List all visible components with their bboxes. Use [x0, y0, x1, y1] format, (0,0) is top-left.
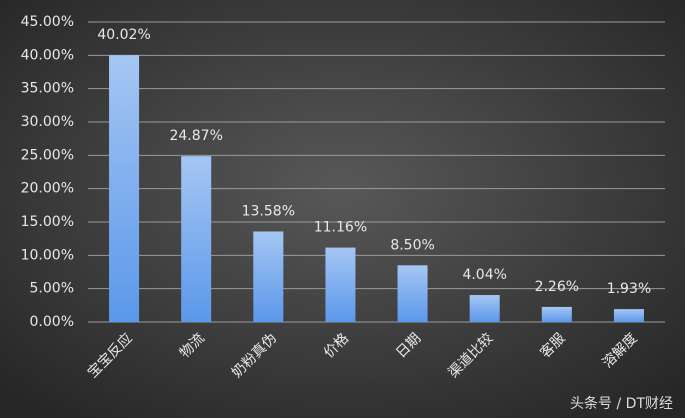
bar-shine: [613, 309, 644, 322]
y-tick-label: 25.00%: [21, 147, 74, 163]
data-label: 8.50%: [390, 237, 434, 253]
y-tick-label: 5.00%: [30, 281, 74, 297]
data-label: 2.26%: [535, 279, 579, 295]
bar-shine: [469, 295, 500, 322]
bar-shine: [541, 306, 572, 322]
bar-shine: [109, 55, 140, 322]
bar-shine: [253, 231, 284, 322]
y-tick-label: 40.00%: [21, 47, 74, 63]
data-label: 1.93%: [607, 281, 651, 297]
y-tick-label: 15.00%: [21, 214, 74, 230]
y-tick-label: 0.00%: [30, 314, 74, 330]
data-label: 40.02%: [97, 27, 150, 43]
data-label: 13.58%: [242, 203, 295, 219]
y-tick-label: 20.00%: [21, 181, 74, 197]
y-tick-label: 30.00%: [21, 114, 74, 130]
y-tick-label: 35.00%: [21, 81, 74, 97]
bar-shine: [181, 156, 212, 322]
watermark: 头条号 / DT财经: [570, 395, 673, 412]
data-label: 11.16%: [314, 220, 367, 236]
bar-shine: [325, 247, 356, 322]
bar-shine: [397, 265, 428, 322]
data-label: 4.04%: [462, 267, 506, 283]
y-tick-label: 10.00%: [21, 247, 74, 263]
data-label: 24.87%: [169, 128, 222, 144]
y-tick-label: 45.00%: [21, 14, 74, 30]
